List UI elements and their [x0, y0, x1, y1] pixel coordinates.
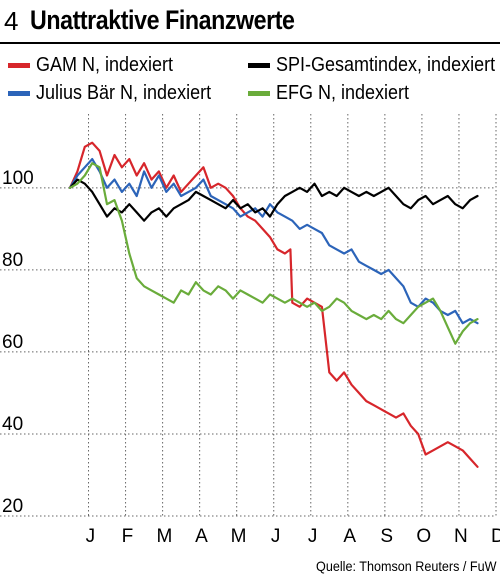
y-axis-labels: 20 40 60 80 100: [2, 168, 34, 517]
title-rule: [0, 42, 500, 44]
series-line-spi: [68, 178, 479, 222]
x-tick-label: D: [491, 526, 500, 547]
legend-swatch-juliusbaer: [8, 90, 30, 96]
x-tick-label: J: [271, 526, 281, 547]
series-line-gam: [68, 141, 479, 468]
x-tick-label: J: [86, 526, 96, 547]
x-tick-label: M: [157, 526, 173, 547]
y-tick-label: 80: [2, 250, 23, 271]
grid-lines: [0, 114, 497, 517]
legend-item-gam: GAM N, indexiert: [8, 52, 188, 78]
x-tick-label: A: [343, 526, 356, 547]
figure-number: 4: [4, 6, 19, 36]
legend-swatch-gam: [8, 62, 30, 68]
source-note: Quelle: Thomson Reuters / FuW: [315, 558, 496, 574]
line-chart: 20 40 60 80 100 J F M A M J J A S O N D: [0, 114, 500, 547]
legend-swatch-spi: [248, 62, 270, 68]
legend: GAM N, indexiert SPI-Gesamtindex, indexi…: [0, 48, 500, 112]
chart-header: 4 Unattraktive Finanzwerte: [0, 0, 500, 44]
y-tick-label: 100: [2, 168, 34, 189]
y-tick-label: 40: [2, 414, 23, 435]
series-lines: [68, 141, 479, 468]
legend-label-gam: GAM N, indexiert: [36, 53, 174, 76]
x-tick-label: M: [231, 526, 247, 547]
legend-item-juliusbaer: Julius Bär N, indexiert: [8, 80, 231, 106]
x-tick-label: O: [416, 526, 431, 547]
legend-item-spi: SPI-Gesamtindex, indexiert: [248, 52, 500, 78]
legend-label-juliusbaer: Julius Bär N, indexiert: [36, 81, 212, 104]
legend-label-spi: SPI-Gesamtindex, indexiert: [276, 53, 496, 76]
chart-title: Unattraktive Finanzwerte: [30, 5, 295, 35]
legend-swatch-efg: [248, 90, 270, 96]
x-tick-label: A: [195, 526, 208, 547]
series-line-efg: [68, 162, 479, 345]
y-tick-label: 60: [2, 332, 23, 353]
x-tick-label: F: [122, 526, 134, 547]
legend-item-efg: EFG N, indexiert: [248, 80, 424, 106]
x-tick-label: J: [308, 526, 318, 547]
y-tick-label: 20: [2, 496, 23, 517]
x-tick-label: S: [380, 526, 393, 547]
x-tick-label: N: [454, 526, 468, 547]
legend-label-efg: EFG N, indexiert: [276, 81, 410, 104]
